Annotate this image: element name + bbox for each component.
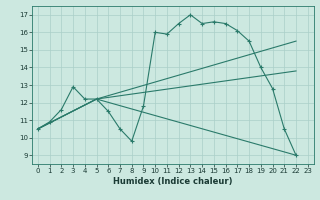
X-axis label: Humidex (Indice chaleur): Humidex (Indice chaleur) bbox=[113, 177, 233, 186]
